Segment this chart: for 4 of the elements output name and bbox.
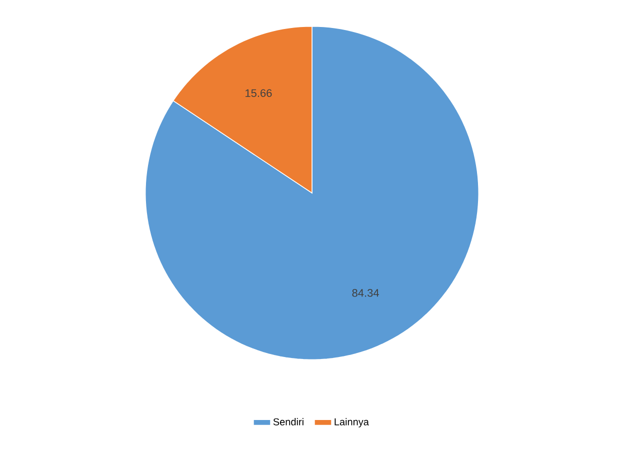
data-label: 15.66 — [246, 89, 272, 97]
legend-label: Lainnya — [334, 418, 369, 428]
legend-label: Sendiri — [273, 418, 304, 426]
data-label: 84.34 — [352, 289, 379, 297]
